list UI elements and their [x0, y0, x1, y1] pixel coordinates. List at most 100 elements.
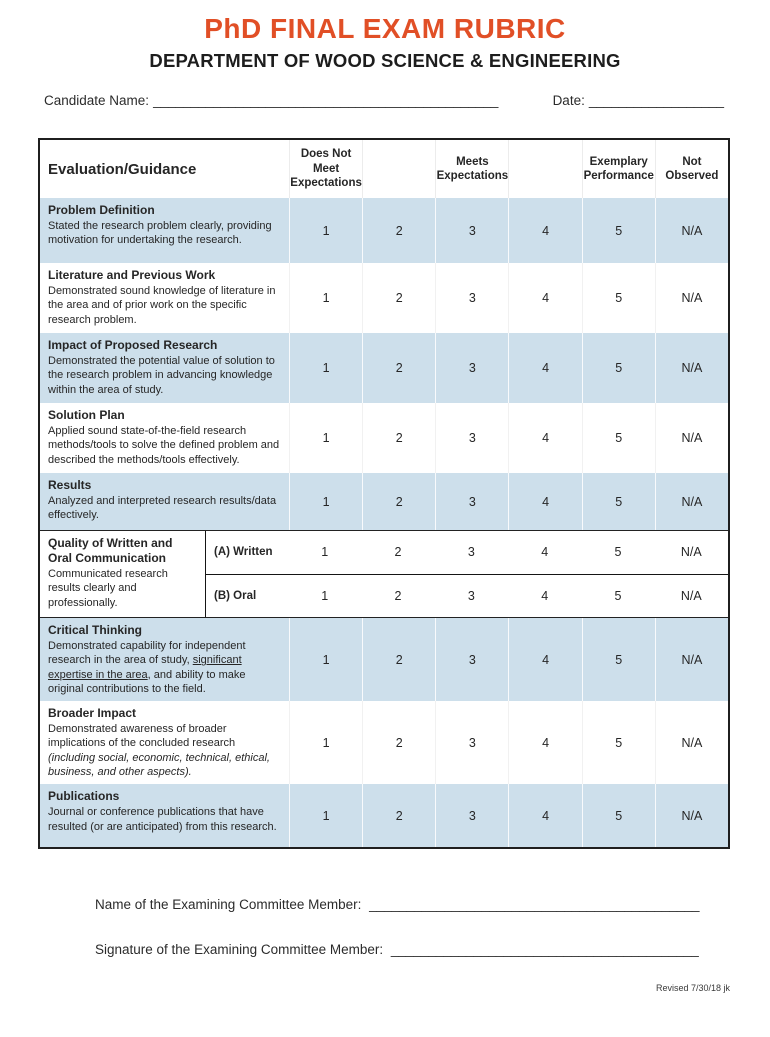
committee-name-label: Name of the Examining Committee Member:	[95, 897, 362, 913]
subrow-oral-label: (B) Oral	[214, 589, 257, 602]
row-desc-cell: Publications Journal or conference publi…	[40, 784, 289, 847]
score-option-5: 5	[581, 333, 655, 403]
evaluation-guidance-header: Evaluation/Guidance	[48, 160, 197, 178]
row-description-part: , and ability to make original contribut…	[48, 668, 246, 695]
score-option-5: 5	[581, 473, 655, 530]
col-header-empty-4	[508, 140, 581, 198]
rubric-row-quality-of-communication: Quality of Written and Oral Communicatio…	[40, 530, 728, 618]
row-description-part: Demonstrated capability for independent …	[48, 640, 246, 667]
table-header-row: Evaluation/Guidance Does Not Meet Expect…	[40, 140, 728, 198]
score-option-3: 3	[435, 618, 508, 702]
subrow-written-label: (A) Written	[214, 546, 273, 559]
row-description: Communicated research results clearly an…	[48, 568, 168, 609]
rubric-row-literature-previous-work: Literature and Previous Work Demonstrate…	[40, 263, 728, 333]
score-option-1: 1	[289, 403, 362, 473]
committee-signature-label: Signature of the Examining Committee Mem…	[95, 942, 384, 958]
row-description: Demonstrated capability for independent …	[48, 640, 246, 695]
rubric-row-problem-definition: Problem Definition Stated the research p…	[40, 198, 728, 263]
rubric-row-results: Results Analyzed and interpreted researc…	[40, 473, 728, 530]
score-option-2: 2	[362, 403, 435, 473]
score-option-1: 1	[289, 198, 362, 263]
score-option-5: 5	[581, 263, 655, 333]
score-option-4: 4	[508, 618, 581, 702]
score-option-3: 3	[435, 263, 508, 333]
col-header-not-observed: Not Observed	[654, 140, 728, 198]
page-title: PhD FINAL EXAM RUBRIC	[204, 13, 566, 44]
score-option-4: 4	[508, 784, 581, 848]
row-desc-cell: Problem Definition Stated the research p…	[40, 198, 289, 263]
row-description: Demonstrated awareness of broader implic…	[48, 723, 270, 778]
score-option-5: 5	[614, 545, 622, 560]
committee-signature-row: Signature of the Examining Committee Mem…	[95, 942, 770, 957]
score-option-na: N/A	[654, 403, 728, 473]
score-option-3: 3	[467, 588, 475, 603]
score-option-4: 4	[508, 263, 581, 333]
score-option-5: 5	[581, 701, 655, 785]
row-description: Demonstrated the potential value of solu…	[48, 355, 275, 396]
score-option-1: 1	[321, 588, 329, 603]
score-option-na: N/A	[680, 588, 702, 603]
row-desc-cell: Quality of Written and Oral Communicatio…	[40, 531, 205, 617]
score-option-5: 5	[581, 198, 655, 263]
row-desc-cell: Critical Thinking Demonstrated capabilit…	[40, 618, 289, 701]
row-description: Journal or conference publications that …	[48, 806, 277, 833]
row-title: Results	[48, 478, 92, 492]
row-title: Problem Definition	[48, 203, 155, 217]
score-option-na: N/A	[654, 618, 728, 702]
date-field[interactable]: __________________	[588, 93, 724, 108]
score-option-4: 4	[541, 545, 549, 560]
committee-name-field[interactable]: ________________________________________…	[369, 897, 700, 913]
col-header-empty-2	[362, 140, 435, 198]
row-description: Applied sound state-of-the-field researc…	[48, 425, 280, 466]
row-desc-cell: Impact of Proposed Research Demonstrated…	[40, 333, 289, 403]
date-label: Date:	[552, 93, 585, 108]
row-desc-cell: Broader Impact Demonstrated awareness of…	[40, 701, 289, 784]
row-title: Quality of Written and Oral Communicatio…	[48, 536, 173, 565]
candidate-date-row: Candidate Name: ________________________…	[44, 93, 724, 108]
rubric-row-solution-plan: Solution Plan Applied sound state-of-the…	[40, 403, 728, 473]
score-option-na: N/A	[654, 701, 728, 785]
row-title: Publications	[48, 789, 120, 804]
score-option-3: 3	[435, 403, 508, 473]
score-option-2: 2	[362, 198, 435, 263]
score-option-na: N/A	[680, 545, 702, 560]
row-description: Stated the research problem clearly, pro…	[48, 220, 272, 247]
score-option-4: 4	[508, 198, 581, 263]
score-option-3: 3	[435, 333, 508, 403]
score-option-2: 2	[362, 618, 435, 702]
committee-signature-field[interactable]: ________________________________________…	[390, 942, 699, 958]
score-option-2: 2	[394, 545, 402, 560]
score-option-5: 5	[581, 618, 655, 702]
row-desc-cell: Results Analyzed and interpreted researc…	[40, 473, 289, 530]
score-option-na: N/A	[654, 333, 728, 403]
revision-note: Revised 7/30/18 jk	[655, 983, 730, 994]
col-header-exemplary-performance: Exemplary Performance	[581, 140, 655, 198]
row-title: Broader Impact	[48, 706, 137, 721]
rubric-row-impact-of-proposed-research: Impact of Proposed Research Demonstrated…	[40, 333, 728, 403]
row-title: Literature and Previous Work	[48, 268, 216, 282]
score-option-1: 1	[289, 784, 362, 848]
subrow-written: (A) Written 1 2 3 4 5 N/A	[206, 531, 728, 574]
row-description: Analyzed and interpreted research result…	[48, 495, 277, 522]
row-title: Critical Thinking	[48, 623, 143, 637]
score-option-1: 1	[321, 545, 329, 560]
col-header-meets-expectations: Meets Expectations	[435, 140, 508, 198]
row-desc-cell: Solution Plan Applied sound state-of-the…	[40, 403, 289, 473]
page-subtitle: DEPARTMENT OF WOOD SCIENCE & ENGINEERING	[149, 50, 621, 71]
row-desc-cell: Literature and Previous Work Demonstrate…	[40, 263, 289, 333]
score-option-na: N/A	[654, 263, 728, 333]
score-option-1: 1	[289, 473, 362, 530]
score-option-1: 1	[289, 263, 362, 333]
score-option-3: 3	[467, 545, 475, 560]
score-option-4: 4	[541, 588, 549, 603]
row-description-italic: (including social, economic, technical, …	[48, 751, 270, 779]
score-option-1: 1	[289, 701, 362, 785]
score-option-3: 3	[435, 198, 508, 263]
document-page: { "colors": { "accent": "#E14F26", "row_…	[0, 13, 770, 1037]
score-option-2: 2	[362, 784, 435, 848]
score-option-2: 2	[362, 333, 435, 403]
score-option-na: N/A	[654, 473, 728, 530]
score-option-3: 3	[435, 473, 508, 530]
candidate-name-field[interactable]: ________________________________________…	[153, 93, 499, 108]
score-option-na: N/A	[654, 198, 728, 263]
